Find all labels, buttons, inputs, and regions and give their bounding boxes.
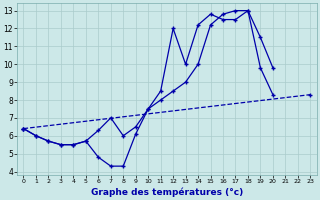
X-axis label: Graphe des températures (°c): Graphe des températures (°c) <box>91 187 243 197</box>
